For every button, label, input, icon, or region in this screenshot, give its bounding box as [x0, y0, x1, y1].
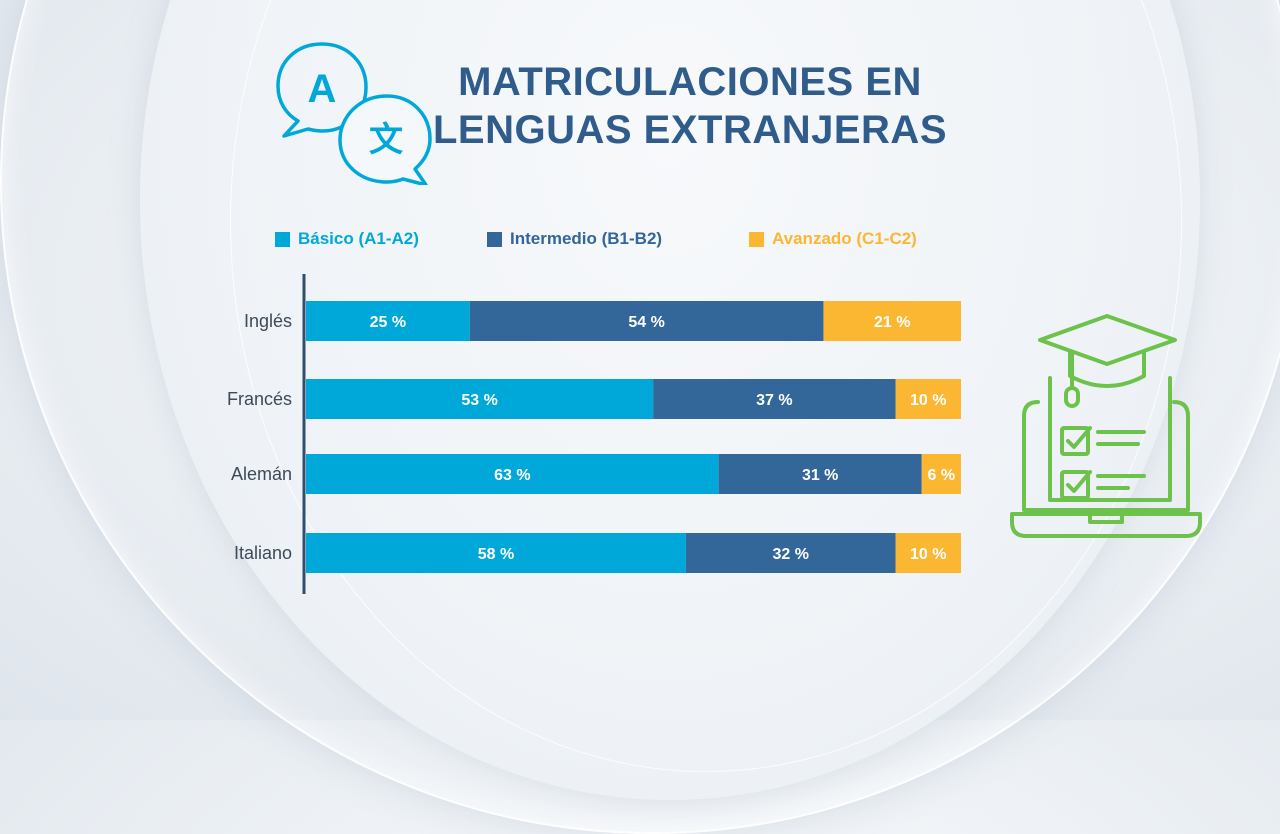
category-label-ingles: Inglés — [244, 311, 292, 331]
data-label-ingles-1: 54 % — [628, 314, 664, 331]
data-label-italiano-1: 32 % — [772, 546, 808, 563]
bar-segment-italiano-0 — [306, 533, 686, 573]
legend-swatch-basico — [275, 231, 290, 247]
legend-item-intermedio: Intermedio (B1-B2) — [487, 229, 662, 249]
data-label-aleman-0: 63 % — [494, 467, 530, 484]
stacked-bar-chart: Inglés 25 % 54 % 21 % Francés 53 % 37 % 10 % Ale… — [227, 274, 961, 594]
title-line-1: MATRICULACIONES EN — [458, 60, 922, 104]
translate-icon: A 文 — [276, 42, 432, 185]
bar-segment-frances-0 — [306, 379, 654, 419]
bar-segment-frances-2 — [895, 379, 961, 419]
title-line-2: LENGUAS EXTRANJERAS — [432, 108, 947, 152]
legend-item-avanzado: Avanzado (C1-C2) — [749, 229, 917, 249]
data-label-italiano-0: 58 % — [478, 546, 514, 563]
bar-segment-aleman-0 — [306, 454, 719, 494]
bar-segment-ingles-1 — [469, 301, 824, 341]
data-label-italiano-2: 10 % — [910, 546, 946, 563]
bar-segment-frances-1 — [653, 379, 896, 419]
bar-segment-aleman-1 — [718, 454, 922, 494]
svg-text:文: 文 — [369, 120, 403, 160]
chart-legend: Básico (A1-A2) Intermedio (B1-B2) Avanza… — [275, 229, 975, 253]
data-label-frances-0: 53 % — [461, 392, 497, 409]
data-label-aleman-1: 31 % — [802, 467, 838, 484]
data-label-frances-1: 37 % — [756, 392, 792, 409]
legend-label-basico: Básico (A1-A2) — [298, 229, 419, 248]
bar-segment-italiano-1 — [685, 533, 896, 573]
data-label-ingles-2: 21 % — [874, 314, 910, 331]
bar-segment-ingles-0 — [306, 301, 470, 341]
legend-swatch-intermedio — [487, 231, 502, 247]
legend-label-intermedio: Intermedio (B1-B2) — [510, 229, 663, 248]
data-label-ingles-0: 25 % — [370, 314, 406, 331]
bar-segment-ingles-2 — [823, 301, 961, 341]
legend-label-avanzado: Avanzado (C1-C2) — [772, 229, 917, 248]
data-label-frances-2: 10 % — [910, 392, 946, 409]
category-label-aleman: Alemán — [231, 464, 292, 484]
category-label-italiano: Italiano — [234, 543, 292, 563]
bar-segment-italiano-2 — [895, 533, 961, 573]
bar-segment-aleman-2 — [921, 454, 961, 494]
legend-swatch-avanzado — [749, 231, 764, 247]
legend-item-basico: Básico (A1-A2) — [275, 229, 419, 249]
category-label-frances: Francés — [227, 389, 292, 409]
data-label-aleman-2: 6 % — [928, 467, 956, 484]
svg-text:A: A — [308, 67, 337, 111]
graduation-laptop-icon — [1010, 314, 1202, 538]
page-title: MATRICULACIONES EN LENGUAS EXTRANJERAS — [430, 58, 950, 154]
